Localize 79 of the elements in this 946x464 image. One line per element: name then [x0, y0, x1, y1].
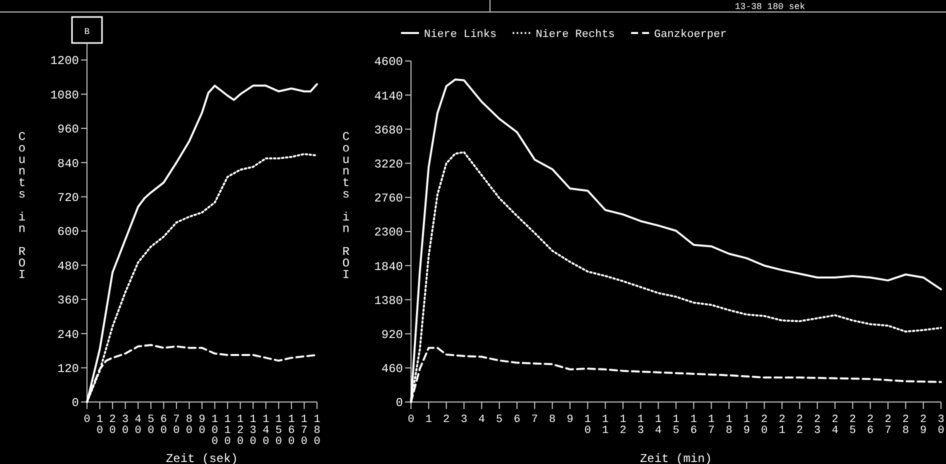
x-tick-label: 2 0: [761, 414, 768, 437]
y-tick-label: 480: [57, 259, 79, 274]
x-tick-label: 1 8: [726, 414, 733, 437]
y-tick-label: 600: [57, 225, 79, 240]
x-tick-label: 1 3 0: [250, 414, 257, 448]
x-tick-label: 1: [425, 414, 432, 426]
legend-label: Niere Rechts: [536, 29, 615, 41]
y-tick-label: 1080: [50, 88, 79, 102]
x-tick-label: 1 8 0: [314, 414, 321, 448]
x-tick-label: 2 1: [778, 414, 786, 437]
text: Counts in ROI: [18, 130, 26, 282]
y-tick-label: 960: [57, 122, 79, 137]
y-tick-label: 1840: [374, 260, 403, 274]
x-tick-label: 2 2: [796, 414, 803, 437]
x-tick-label: 1 5 0: [275, 414, 282, 448]
x-tick-label: 9 0: [198, 414, 206, 437]
x-tick-label: 6 0: [160, 414, 167, 437]
x-tick-label: 1 3: [637, 414, 644, 437]
y-tick-label: 120: [57, 362, 79, 376]
x-tick-label: 1 0: [584, 414, 592, 437]
y-tick-label: 3220: [374, 158, 403, 172]
y-tick-label: 460: [381, 362, 403, 376]
y-tick-label: 1200: [50, 54, 79, 68]
text: 13-38 180 sek: [734, 2, 806, 12]
x-tick-label: 5 0: [148, 414, 154, 437]
x-tick-label: 8 0: [186, 414, 193, 437]
x-tick-label: 8: [549, 414, 556, 426]
y-tick-label: 4140: [374, 89, 403, 104]
legend-label: Ganzkoerper: [654, 29, 727, 41]
chart-title: B: [84, 27, 90, 37]
y-tick-label: 2300: [374, 226, 403, 240]
x-tick-label: 2 4: [832, 414, 839, 437]
x-tick-label: 1 4 0: [262, 414, 270, 448]
x-tick-label: 1 5: [672, 414, 680, 437]
x-tick-label: 5: [496, 414, 503, 426]
x-tick-label: 1 6 0: [288, 414, 296, 448]
x-tick-label: 9: [566, 414, 574, 426]
y-tick-label: 0: [72, 396, 79, 410]
y-tick-label: 1380: [374, 294, 403, 308]
y-tick-label: 840: [57, 156, 79, 171]
x-tick-label: 1 6: [690, 414, 698, 437]
y-tick-label: 3680: [374, 123, 403, 138]
x-tick-label: 4 0: [134, 414, 142, 437]
x-tick-label: 1 0: [96, 414, 104, 437]
text: Counts in ROI: [342, 130, 350, 282]
x-tick-label: 0: [84, 414, 90, 426]
y-tick-label: 2760: [374, 192, 403, 206]
x-tick-label: 4: [478, 414, 486, 426]
y-tick-label: 4600: [374, 55, 403, 70]
x-tick-label: 3 0: [938, 414, 944, 437]
x-tick-label: 2 9: [920, 414, 927, 437]
x-tick-label: 1 7 0: [300, 414, 308, 448]
x-tick-label: 1 2 0: [237, 414, 244, 448]
x-tick-label: 7: [531, 414, 538, 426]
x-tick-label: 3: [460, 414, 468, 426]
x-tick-label: 1 1 0: [224, 414, 232, 448]
y-tick-label: 920: [381, 328, 403, 342]
x-tick-label: 1 1: [602, 414, 610, 437]
x-tick-label: 1 0 0: [211, 414, 218, 448]
x-tick-label: 2 6: [867, 414, 874, 437]
x-tick-label: 3 0: [122, 414, 129, 437]
x-tick-label: 2: [443, 414, 450, 426]
x-tick-label: 6: [514, 414, 520, 426]
x-tick-label: 2 5: [849, 414, 856, 437]
x-tick-label: 1 9: [743, 414, 750, 437]
x-tick-label: 1 7: [708, 414, 716, 437]
x-tick-label: 0: [408, 414, 414, 426]
x-tick-label: 2 0: [109, 414, 116, 437]
x-tick-label: 2 3: [814, 414, 821, 437]
x-tick-label: 2 7: [884, 414, 892, 437]
y-tick-label: 720: [57, 191, 79, 205]
x-tick-label: 1 4: [655, 414, 662, 437]
y-tick-label: 360: [57, 294, 79, 308]
y-tick-label: 240: [57, 328, 79, 342]
x-tick-label: 7 0: [173, 414, 180, 437]
legend-label: Niere Links: [424, 29, 497, 41]
x-tick-label: 2 8: [902, 414, 909, 437]
y-tick-label: 0: [396, 396, 403, 410]
x-tick-label: 1 2: [620, 414, 627, 437]
